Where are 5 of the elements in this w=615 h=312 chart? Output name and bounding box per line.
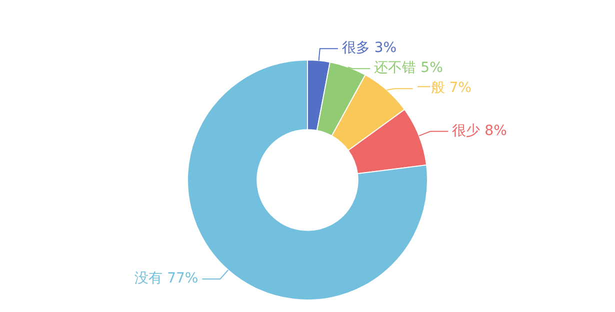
slice-label: 很多 3% [342, 40, 397, 56]
slice-label: 一般 7% [416, 80, 472, 96]
slice-label: 没有 77% [134, 270, 198, 287]
slice-label: 还不错 5% [374, 60, 443, 76]
slice-label: 很少 8% [452, 123, 507, 140]
